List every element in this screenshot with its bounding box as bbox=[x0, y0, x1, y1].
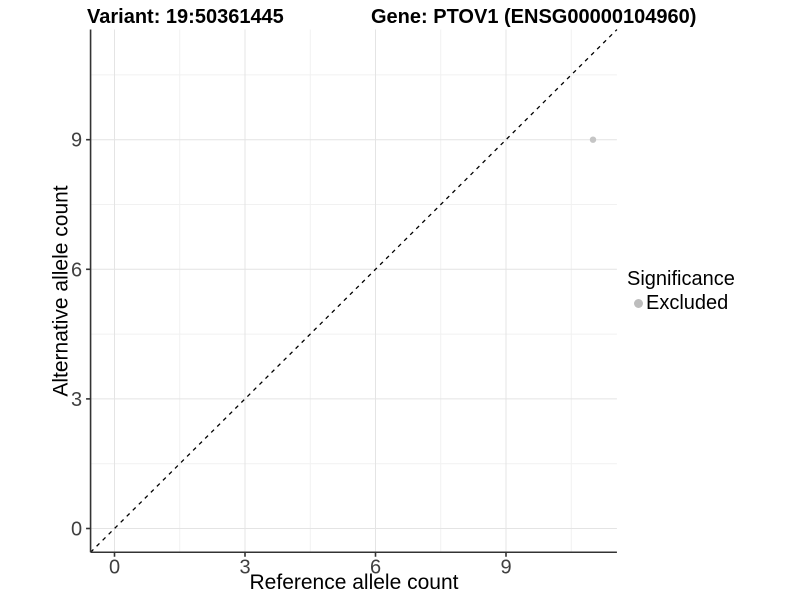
axis-tick-labels: 0 3 6 9 0 3 6 9 bbox=[71, 130, 512, 579]
legend-item-label: Excluded bbox=[646, 292, 729, 314]
axis-lines bbox=[89, 29, 617, 554]
x-tick-label: 0 bbox=[109, 556, 120, 578]
data-point bbox=[589, 136, 597, 143]
y-tick-label: 0 bbox=[71, 519, 82, 541]
y-axis-title: Alternative allele count bbox=[49, 185, 73, 397]
y-tick-label: 6 bbox=[71, 259, 82, 281]
variant-title: Variant: 19:50361445 bbox=[87, 6, 284, 28]
x-tick-label: 3 bbox=[239, 556, 250, 578]
minor-gridlines bbox=[90, 29, 617, 553]
x-axis-title: Reference allele count bbox=[249, 571, 459, 594]
y-tick-label: 3 bbox=[71, 389, 82, 411]
legend: Significance Excluded bbox=[627, 268, 735, 314]
identity-line-group bbox=[90, 29, 618, 553]
x-tick-label: 6 bbox=[370, 556, 381, 578]
y-tick-label: 9 bbox=[71, 130, 82, 152]
data-points bbox=[589, 136, 597, 143]
excluded-point-swatch-icon bbox=[634, 298, 643, 308]
x-tick-label: 9 bbox=[500, 556, 511, 578]
legend-title: Significance bbox=[627, 268, 735, 290]
gene-title: Gene: PTOV1 (ENSG00000104960) bbox=[371, 6, 697, 28]
axis-ticks bbox=[86, 138, 507, 557]
legend-item-excluded: Excluded bbox=[627, 292, 735, 314]
major-gridlines bbox=[90, 29, 617, 553]
identity-line bbox=[90, 29, 618, 553]
